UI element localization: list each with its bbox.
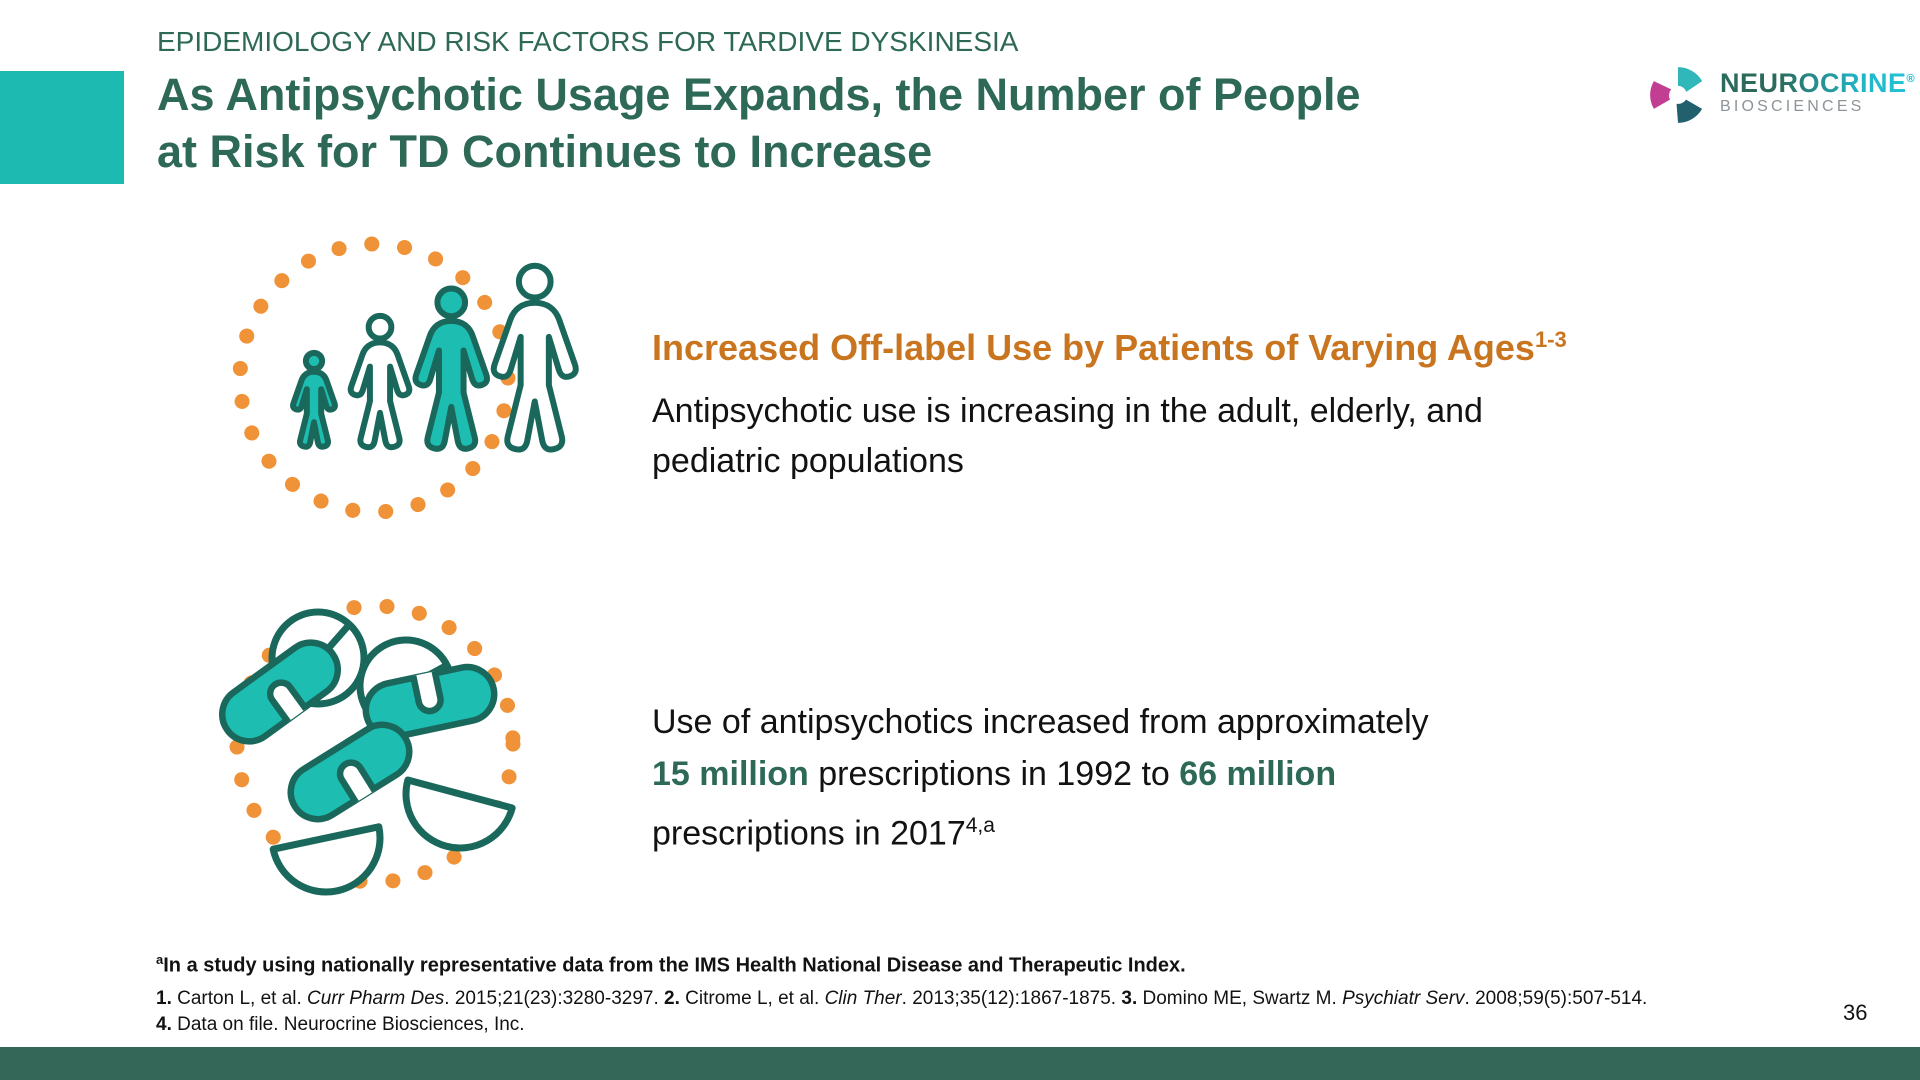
footer-bar	[0, 1047, 1920, 1080]
ref1-journal: Curr Pharm Des	[307, 988, 445, 1009]
section1-text: Increased Off-label Use by Patients of V…	[652, 318, 1852, 486]
slide-title-line2: at Risk for TD Continues to Increase	[157, 126, 933, 177]
family-varying-ages-icon	[232, 236, 598, 520]
section2-mid: prescriptions in 1992 to	[808, 755, 1180, 793]
logo-wordmark: NEUROCRINE® BIOSCIENCES	[1720, 66, 1915, 116]
ref3-cite: . 2008;59(5):507-514.	[1464, 988, 1648, 1009]
section2-line3: prescriptions in 2017	[652, 814, 966, 853]
section1-body: Antipsychotic use is increasing in the a…	[652, 386, 1852, 486]
section2-citation: 4,a	[965, 814, 995, 837]
ref2-cite: . 2013;35(12):1867-1875.	[901, 988, 1122, 1009]
section1-heading: Increased Off-label Use by Patients of V…	[652, 318, 1852, 370]
registered-mark: ®	[1906, 73, 1916, 85]
company-logo: NEUROCRINE® BIOSCIENCES	[1645, 62, 1915, 128]
ref2-number: 2.	[664, 988, 680, 1009]
ref3-journal: Psychiatr Serv	[1342, 988, 1465, 1009]
ref1-authors: Carton L, et al.	[171, 988, 308, 1009]
logo-brand-text: NEUROCRINE®	[1720, 66, 1915, 97]
neurocrine-swirl-logo-icon	[1647, 64, 1709, 126]
footnote-a: aIn a study using nationally representat…	[156, 952, 1186, 978]
slide-title: As Antipsychotic Usage Expands, the Numb…	[157, 66, 1361, 180]
pills-capsules-icon	[198, 598, 521, 926]
eyebrow-kicker: EPIDEMIOLOGY AND RISK FACTORS FOR TARDIV…	[157, 26, 1019, 57]
page-number: 36	[1843, 1000, 1868, 1025]
references-line1: 1. Carton L, et al. Curr Pharm Des. 2015…	[156, 986, 1647, 1012]
ref1-cite: . 2015;21(23):3280-3297.	[444, 988, 665, 1009]
accent-square	[0, 71, 124, 184]
ref4-text: Data on file. Neurocrine Biosciences, In…	[171, 1014, 525, 1035]
logo-sub-text: BIOSCIENCES	[1720, 98, 1865, 115]
ref3-authors: Domino ME, Swartz M.	[1137, 988, 1343, 1009]
ref1-number: 1.	[156, 988, 172, 1009]
ref2-journal: Clin Ther	[824, 988, 902, 1009]
section2-line1: Use of antipsychotics increased from app…	[652, 703, 1429, 741]
section1-heading-text: Increased Off-label Use by Patients of V…	[652, 327, 1535, 368]
ref4-number: 4.	[156, 1014, 172, 1035]
stat-15-million: 15 million	[652, 755, 809, 793]
logo-brand-name: NEUROCRINE	[1720, 68, 1907, 98]
ref2-authors: Citrome L, et al.	[679, 988, 825, 1009]
references: 1. Carton L, et al. Curr Pharm Des. 2015…	[156, 986, 1647, 1038]
slide-title-line1: As Antipsychotic Usage Expands, the Numb…	[157, 69, 1361, 120]
footnote-a-text: In a study using nationally representati…	[163, 954, 1186, 977]
section1-heading-citation: 1-3	[1534, 327, 1567, 352]
ref3-number: 3.	[1121, 988, 1138, 1009]
references-line2: 4. Data on file. Neurocrine Biosciences,…	[156, 1012, 1647, 1038]
dotted-circle	[229, 598, 521, 890]
stat-66-million: 66 million	[1179, 755, 1337, 793]
section2-text: Use of antipsychotics increased from app…	[652, 696, 1852, 859]
section1-body-line1: Antipsychotic use is increasing in the a…	[652, 392, 1483, 430]
section1-body-line2: pediatric populations	[652, 442, 964, 480]
footnote-a-marker: a	[156, 952, 164, 967]
